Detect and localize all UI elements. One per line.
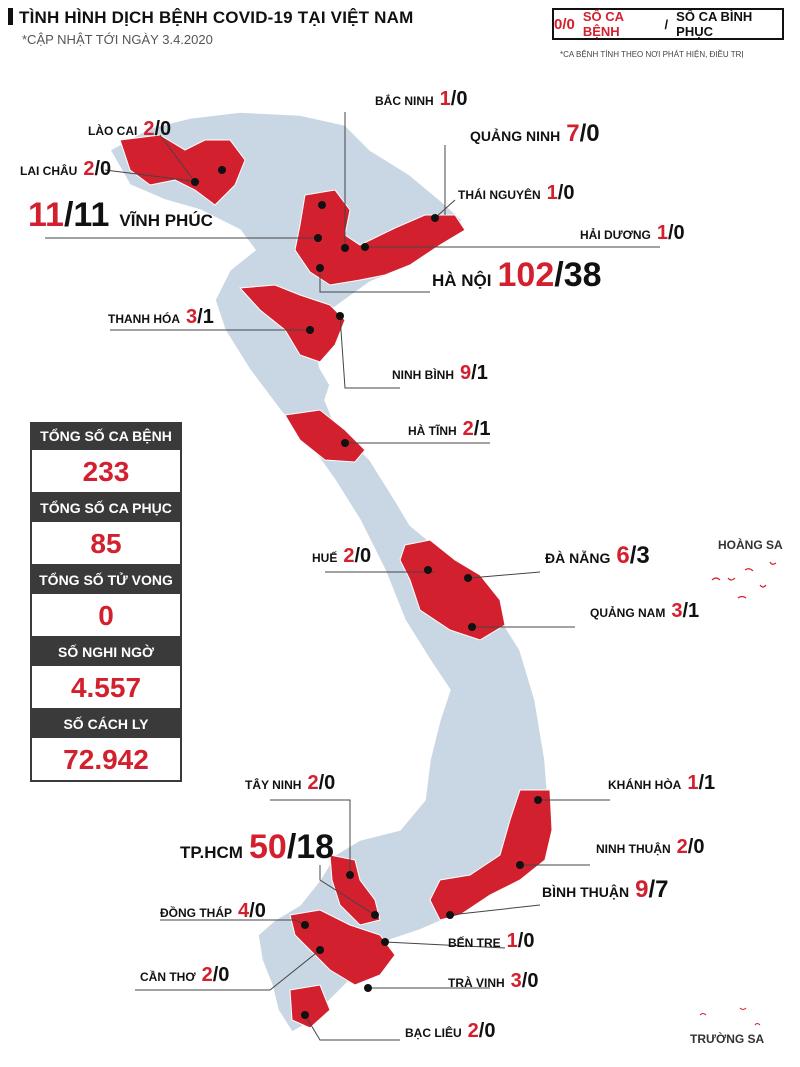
province-label: NINH BÌNH 9/1: [392, 362, 488, 385]
legend-sample: 0/0: [554, 16, 575, 33]
page-title: TÌNH HÌNH DỊCH BỆNH COVID-19 TẠI VIỆT NA…: [8, 8, 414, 28]
legend-box: 0/0 SỐ CA BỆNH / SỐ CA BÌNH PHỤC: [552, 8, 784, 40]
stat-suspected-label: SỐ NGHI NGỜ: [30, 638, 182, 666]
legend-separator: /: [665, 17, 669, 32]
province-label: BẮC NINH 1/0: [375, 88, 467, 111]
province-label: VĨNH PHÚC 11/11: [28, 196, 213, 235]
legend-note: *CA BỆNH TÍNH THEO NƠI PHÁT HIỆN, ĐIỀU T…: [560, 50, 744, 59]
stat-quarantine-label: SỐ CÁCH LY: [30, 710, 182, 738]
paracel-label: HOÀNG SA: [718, 538, 783, 552]
province-label: NINH THUẬN 2/0: [596, 836, 704, 859]
province-label: QUẢNG NINH 7/0: [470, 120, 600, 148]
province-label: ĐÀ NẴNG 6/3: [545, 542, 650, 570]
province-label: TÂY NINH 2/0: [245, 772, 335, 795]
stats-panel: TỔNG SỐ CA BỆNH 233 TỔNG SỐ CA PHỤC HỒI …: [30, 422, 182, 782]
stat-suspected-value: 4.557: [30, 666, 182, 710]
legend-cases-label: SỐ CA BỆNH: [583, 9, 657, 39]
province-label: THÁI NGUYÊN 1/0: [458, 182, 574, 205]
stat-recovered-value: 85: [30, 522, 182, 566]
stat-total-cases-value: 233: [30, 450, 182, 494]
stat-recovered-label: TỔNG SỐ CA PHỤC HỒI: [30, 494, 182, 522]
province-label: HÀ TĨNH 2/1: [408, 418, 490, 441]
update-date: *CẬP NHẬT TỚI NGÀY 3.4.2020: [22, 32, 213, 47]
province-label: CẦN THƠ 2/0: [140, 964, 229, 987]
province-label: QUẢNG NAM 3/1: [590, 600, 699, 623]
province-label: LAI CHÂU 2/0: [20, 158, 111, 181]
legend-recovered-label: SỐ CA BÌNH PHỤC: [676, 9, 782, 39]
stat-total-cases-label: TỔNG SỐ CA BỆNH: [30, 422, 182, 450]
region-hatinh: [285, 410, 365, 462]
province-label: KHÁNH HÒA 1/1: [608, 772, 715, 795]
province-label: THANH HÓA 3/1: [108, 306, 214, 329]
province-label: TP.HCM 50/18: [180, 828, 334, 867]
spratly-label: TRƯỜNG SA: [690, 1032, 764, 1046]
stat-deaths-value: 0: [30, 594, 182, 638]
province-label: BẠC LIÊU 2/0: [405, 1020, 495, 1043]
paracel-islands: [712, 562, 776, 598]
province-label: HUẾ 2/0: [312, 545, 371, 568]
province-label: LÀO CAI 2/0: [88, 118, 171, 141]
spratly-islands: [700, 1008, 760, 1025]
province-label: ĐỒNG THÁP 4/0: [160, 900, 266, 923]
stat-quarantine-value: 72.942: [30, 738, 182, 782]
province-label: HÀ NỘI 102/38: [432, 256, 602, 295]
stat-deaths-label: TỔNG SỐ TỬ VONG: [30, 566, 182, 594]
province-label: BẾN TRE 1/0: [448, 930, 534, 953]
province-label: TRÀ VINH 3/0: [448, 970, 538, 993]
province-label: HẢI DƯƠNG 1/0: [580, 222, 685, 245]
province-label: BÌNH THUẬN 9/7: [542, 876, 669, 904]
